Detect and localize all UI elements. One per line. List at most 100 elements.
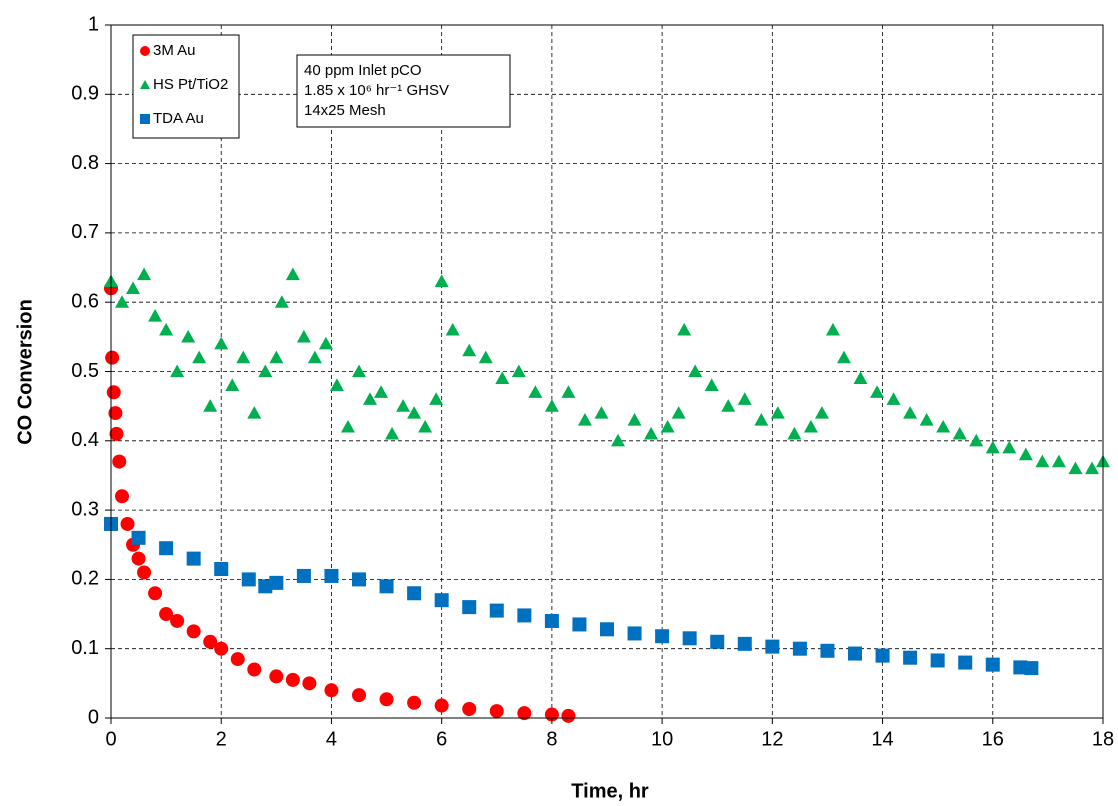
data-point: [952, 426, 967, 440]
data-point: [112, 454, 127, 469]
y-tick-label: 0.4: [71, 429, 99, 451]
data-point: [688, 364, 703, 378]
data-point: [875, 648, 890, 663]
data-point: [379, 579, 394, 594]
data-point: [462, 600, 477, 615]
x-tick-label: 16: [982, 728, 1004, 750]
data-point: [115, 295, 130, 308]
data-point: [407, 695, 422, 710]
data-point: [704, 378, 719, 391]
marks: [104, 267, 1110, 723]
x-tick-label: 14: [871, 728, 893, 750]
data-point: [820, 643, 835, 658]
y-tick-label: 0.8: [71, 152, 99, 174]
data-point: [930, 653, 945, 668]
data-point: [106, 385, 121, 400]
y-tick-label: 0.7: [71, 221, 99, 243]
data-point: [577, 413, 592, 426]
data-point: [985, 440, 1000, 454]
data-point: [870, 385, 885, 398]
legend-label: HS Pt/TiO2: [153, 76, 228, 93]
x-tick-label: 6: [436, 728, 447, 750]
data-point: [737, 636, 752, 651]
x-tick-label: 12: [761, 728, 783, 750]
data-point: [203, 399, 218, 412]
y-tick-label: 0.6: [71, 290, 99, 312]
data-point: [787, 426, 802, 440]
data-point: [285, 672, 300, 687]
data-point: [192, 350, 207, 364]
data-point: [120, 516, 135, 531]
data-point: [544, 399, 559, 412]
data-point: [258, 364, 273, 378]
x-tick-label: 10: [651, 728, 673, 750]
data-point: [517, 706, 532, 721]
data-point: [969, 433, 984, 447]
data-point: [1002, 440, 1017, 454]
annotation-line: 1.85 x 10⁶ hr⁻¹ GHSV: [304, 82, 449, 99]
data-point: [886, 392, 901, 405]
data-point: [429, 392, 444, 405]
annotation-line: 40 ppm Inlet pCO: [304, 62, 422, 79]
data-point: [803, 419, 818, 433]
data-point: [1013, 660, 1028, 675]
x-tick-label: 4: [326, 728, 337, 750]
data-point: [214, 562, 229, 577]
data-point: [269, 669, 284, 684]
data-point: [269, 350, 284, 364]
data-point: [329, 378, 344, 391]
data-point: [285, 267, 300, 281]
data-point: [131, 551, 146, 566]
legend-marker: [140, 80, 150, 89]
y-tick-label: 0.9: [71, 83, 99, 105]
data-point: [434, 274, 449, 288]
data-point: [407, 406, 422, 419]
data-point: [148, 586, 163, 601]
data-point: [765, 639, 780, 654]
legend-box: [132, 34, 240, 139]
data-point: [214, 336, 229, 350]
data-point: [340, 419, 355, 433]
x-axis-label: Time, hr: [571, 780, 649, 802]
data-point: [1068, 461, 1083, 475]
y-tick-label: 0: [88, 706, 99, 728]
data-point: [853, 371, 868, 385]
data-point: [385, 426, 400, 440]
data-point: [137, 267, 152, 281]
data-point: [611, 433, 626, 447]
data-point: [186, 551, 201, 566]
x-tick-label: 2: [216, 728, 227, 750]
data-point: [825, 322, 840, 336]
data-point: [903, 650, 918, 665]
data-point: [528, 385, 543, 398]
data-point: [478, 350, 493, 364]
data-point: [572, 617, 587, 632]
data-point: [671, 406, 686, 419]
data-point: [159, 541, 174, 556]
y-tick-label: 0.5: [71, 360, 99, 382]
data-point: [407, 586, 422, 601]
data-point: [627, 413, 642, 426]
data-point: [274, 295, 289, 308]
data-point: [214, 641, 229, 656]
data-point: [627, 626, 642, 641]
data-point: [225, 378, 240, 391]
data-point: [1051, 454, 1066, 468]
data-point: [181, 329, 196, 343]
data-point: [374, 385, 389, 398]
data-point: [170, 613, 185, 628]
data-point: [1035, 454, 1050, 468]
data-point: [352, 364, 366, 378]
data-point: [241, 572, 256, 587]
data-point: [318, 336, 333, 350]
data-point: [660, 419, 675, 433]
data-point: [247, 406, 262, 419]
data-point: [131, 530, 146, 545]
data-point: [721, 399, 736, 412]
data-point: [792, 641, 807, 656]
data-point: [1018, 447, 1033, 461]
data-point: [655, 629, 670, 644]
data-point: [159, 322, 174, 336]
data-point: [108, 406, 123, 421]
